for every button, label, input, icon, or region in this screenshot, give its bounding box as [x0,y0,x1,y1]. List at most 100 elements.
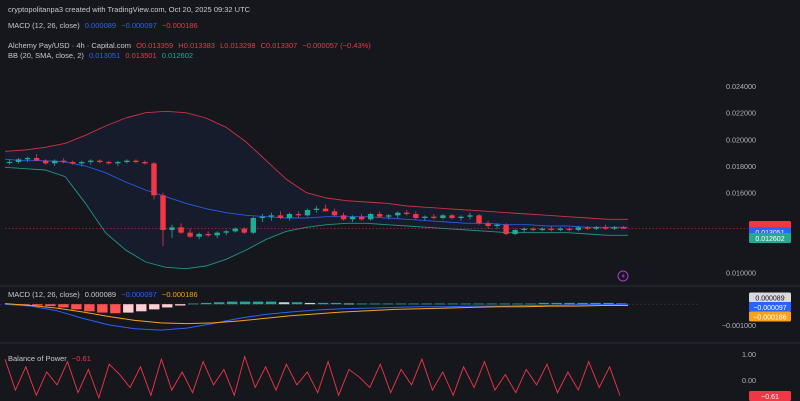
macd-histogram-bar [512,303,523,305]
macd-histogram-bar [84,304,95,312]
candle-body [575,227,582,230]
macd-histogram-bar [175,304,186,306]
bb-lower-value: 0.012602 [161,51,194,60]
candle-body [467,215,473,217]
candle-body [584,227,591,229]
macd-badge-text-0: 0.000089 [755,296,784,303]
bop-value: −0.61 [71,354,91,363]
macd-histogram-bar [356,303,368,305]
candle-body [503,224,509,234]
price-badge-text-4: 0.012602 [755,236,784,243]
candle-body [33,158,40,161]
macd-histogram-bar [226,301,238,305]
candle-body [521,228,527,230]
candle-body [268,215,275,217]
price-axis-tick: 0.016000 [726,189,756,198]
macd-histogram-bar [330,302,342,305]
candle-body [124,160,130,162]
macd-histogram-bar [265,301,277,305]
macd-histogram-bar [447,303,458,305]
bb-basis-line [4,158,628,228]
bop-badge-text-0: −0.61 [761,394,779,401]
alert-bolt-glyph [621,272,625,280]
price-axis-tick: 0.024000 [726,82,756,91]
macd-histogram-bar [213,302,225,305]
macd-badge-text-1: −0.000097 [753,305,786,312]
macd-histogram-bar [499,303,510,305]
candle-body [395,212,401,216]
macd-histogram-bar [382,303,394,305]
candle-body [530,228,536,230]
macd-histogram-bar [395,303,407,305]
candle-body [295,214,302,216]
macd-histogram-bar [343,303,355,305]
macd-histogram-bar [58,304,69,308]
candle-body [593,227,600,229]
candle-body [187,232,193,237]
macd-histogram-bar [538,302,549,305]
candle-body [250,218,257,233]
price-axis-tick: 0.020000 [726,135,756,144]
macd-histogram-bar [32,304,43,306]
bop-line [4,354,621,400]
candle-body [51,160,58,164]
macd-histogram-bar [486,303,497,305]
bb-upper-value: 0.013501 [125,51,157,60]
macd-histogram-bar [473,303,484,305]
macd-pane-v2: −0.000097 [121,290,157,299]
candle-body [413,214,419,218]
symbol-label: Alchemy Pay/USD · 4h · Capital.com [8,41,131,50]
bb-label: BB (20, SMA, close, 2) [8,51,84,60]
candle-body [259,216,266,218]
candle-body [79,162,85,164]
candle-body [440,215,446,218]
candle-body [620,227,627,229]
price-axis-tick: 0.022000 [726,109,756,118]
candle-body [539,228,545,230]
macd-histogram-bar [71,304,82,310]
macd-histogram-bar [551,302,562,305]
ohlc-high: H0.013383 [178,41,215,50]
macd-histogram-bar [188,303,199,305]
candle-body [286,214,293,218]
candle-body [223,231,229,233]
candle-body [431,216,437,218]
top-macd-v1: 0.000089 [84,21,117,30]
macd-histogram-bar [369,303,381,305]
candle-body [277,215,284,218]
candle-body [60,160,67,162]
macd-histogram-bar [110,304,121,314]
price-legend: Alchemy Pay/USD · 4h · Capital.com O0.01… [8,41,374,50]
macd-histogram-bar [525,303,536,305]
bop-badge-0 [749,391,791,401]
candle-body [241,228,247,233]
candle-body [458,216,464,218]
macd-histogram-bar [97,304,108,313]
top-macd-v3: −0.000186 [161,21,198,30]
candle-body [232,228,238,232]
macd-axis-tick: −0.001000 [722,321,756,330]
bb-upper-line [4,110,628,220]
candle-body [367,214,374,220]
macd-histogram-bar [252,301,264,305]
alert-bolt-icon [617,270,629,282]
macd-histogram-bar [577,302,588,305]
price-axis-tick: 0.010000 [726,269,756,278]
candle-body [151,163,157,196]
candle-body [15,159,22,162]
candle-body [485,223,491,226]
macd-signal-line [4,303,628,325]
candle-body [376,214,383,217]
candle-body [566,228,573,230]
macd-histogram-bar [162,304,173,308]
macd-badge-2 [749,311,791,322]
candle-body [557,228,563,230]
price-badge-4 [749,232,791,243]
bb-band-fill [5,111,628,269]
candle-body [6,162,13,163]
macd-histogram-bar [590,302,601,305]
ohlc-close: C0.013307 [260,41,298,50]
candle-body [449,215,455,218]
macd-histogram-bar [434,303,445,305]
candle-body [214,232,220,236]
